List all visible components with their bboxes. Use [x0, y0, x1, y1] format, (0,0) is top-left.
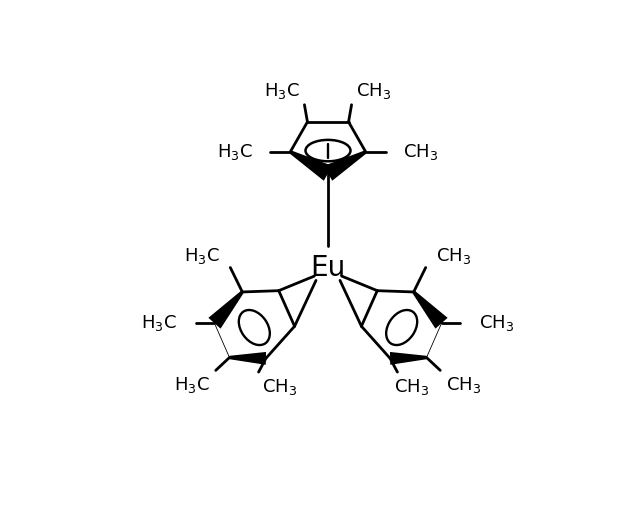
Polygon shape [412, 291, 447, 328]
Text: H$_3$C: H$_3$C [141, 313, 177, 333]
Text: CH$_3$: CH$_3$ [403, 142, 438, 162]
Text: Eu: Eu [310, 254, 346, 282]
Text: CH$_3$: CH$_3$ [436, 246, 471, 266]
Text: H$_3$C: H$_3$C [174, 375, 210, 395]
Text: H$_3$C: H$_3$C [217, 142, 253, 162]
Text: CH$_3$: CH$_3$ [394, 378, 429, 397]
Polygon shape [390, 352, 427, 365]
Polygon shape [229, 352, 266, 365]
Text: H$_3$C: H$_3$C [184, 246, 220, 266]
Text: H$_3$C: H$_3$C [264, 81, 300, 100]
Text: CH$_3$: CH$_3$ [262, 378, 297, 397]
Polygon shape [324, 151, 367, 181]
Text: CH$_3$: CH$_3$ [446, 375, 481, 395]
Polygon shape [289, 151, 332, 181]
Text: CH$_3$: CH$_3$ [479, 313, 514, 333]
Text: CH$_3$: CH$_3$ [356, 81, 391, 100]
Polygon shape [209, 291, 244, 328]
